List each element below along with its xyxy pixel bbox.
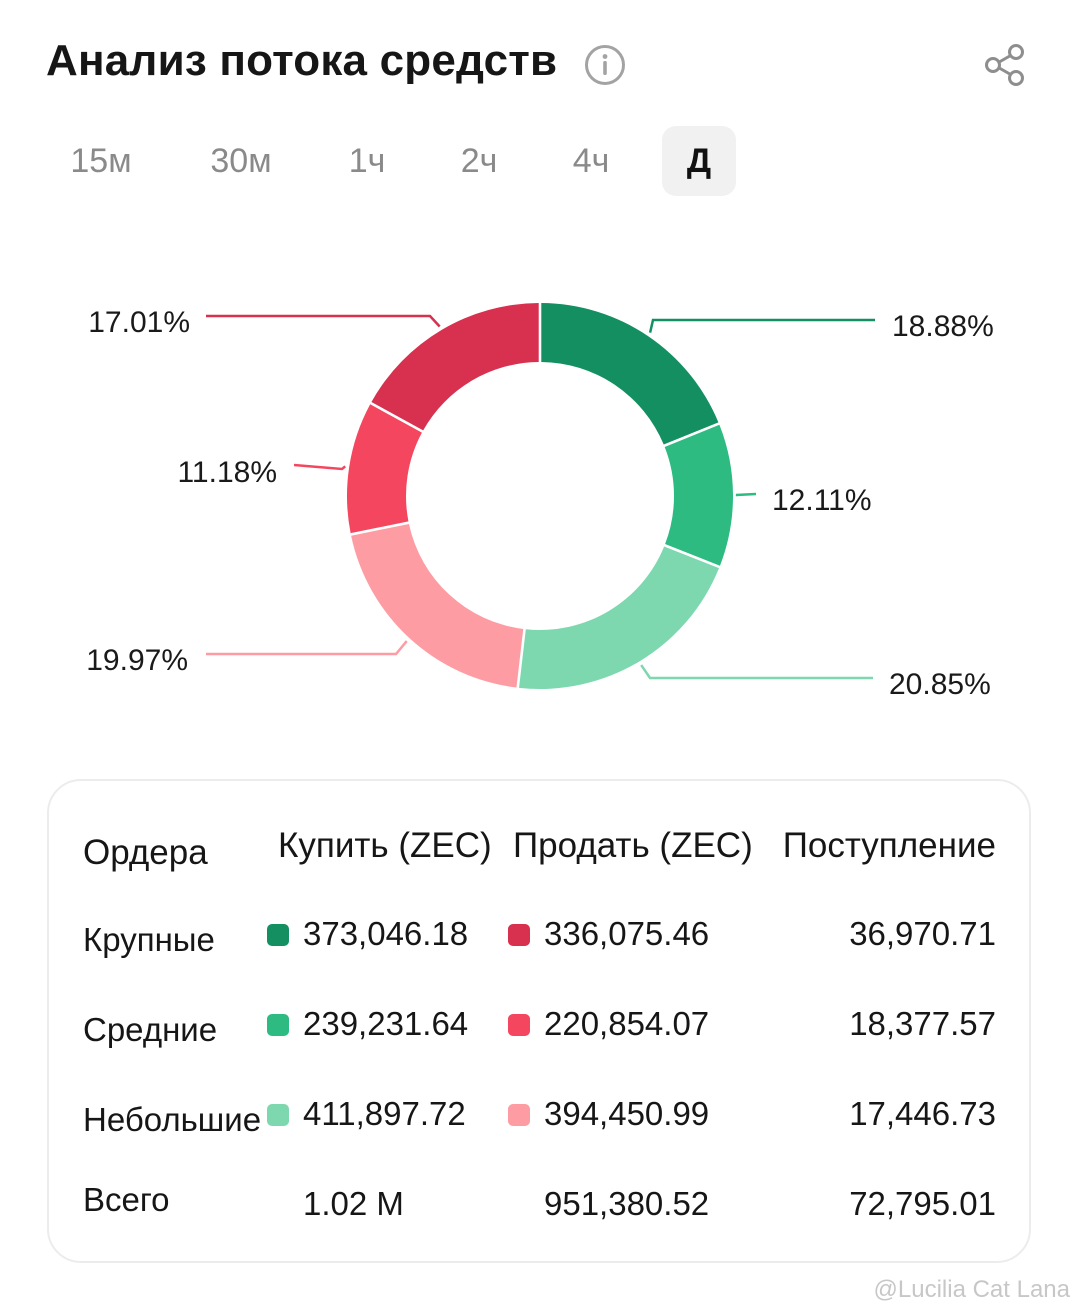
- donut-svg: 18.88% 12.11% 20.85% 19.97% 11.18% 17.01%: [86, 303, 994, 701]
- buy-value-medium: 239,231.64: [303, 1005, 469, 1042]
- inflow-value-medium: 18,377.57: [849, 1005, 996, 1042]
- buy-value-small: 411,897.72: [303, 1095, 466, 1132]
- leader-line-small-sell: [206, 640, 408, 656]
- pct-label-large-sell: 17.01%: [88, 306, 190, 339]
- leader-line-medium-buy: [735, 492, 757, 497]
- pct-label-small-sell: 19.97%: [86, 644, 188, 677]
- sell-value-large: 336,075.46: [544, 915, 710, 952]
- legend-dot-sell-small: [508, 1104, 530, 1126]
- col-header-buy: Купить (ZEC): [278, 826, 492, 865]
- leader-line-medium-sell: [293, 463, 347, 471]
- timeframe-tabs: 15м 30м 1ч 2ч 4ч Д: [46, 126, 766, 196]
- pct-label-medium-sell: 11.18%: [177, 456, 277, 489]
- row-label-medium: Средние: [83, 1011, 218, 1048]
- pct-label-large-buy: 18.88%: [892, 310, 994, 343]
- leader-line-small-buy: [640, 664, 873, 680]
- legend-dot-buy-large: [267, 924, 289, 946]
- donut-slice-large-sell[interactable]: [371, 303, 539, 431]
- flow-donut-chart: 18.88% 12.11% 20.85% 19.97% 11.18% 17.01%: [0, 240, 1080, 760]
- col-header-inflow: Поступление: [782, 826, 996, 865]
- donut-slice-small-buy[interactable]: [519, 546, 720, 689]
- tab-15m[interactable]: 15м: [70, 142, 132, 180]
- share-icon[interactable]: [982, 42, 1028, 88]
- donut-slice-large-buy[interactable]: [541, 303, 719, 445]
- donut-slice-medium-sell[interactable]: [347, 404, 422, 534]
- pct-label-medium-buy: 12.11%: [772, 484, 872, 517]
- row-label-small: Небольшие: [83, 1101, 262, 1138]
- sell-value-medium: 220,854.07: [544, 1005, 710, 1042]
- tab-30m[interactable]: 30м: [210, 142, 272, 180]
- info-icon[interactable]: [584, 44, 626, 86]
- tab-day[interactable]: Д: [662, 126, 736, 196]
- tab-1h[interactable]: 1ч: [348, 142, 386, 180]
- donut-slice-small-sell[interactable]: [351, 523, 524, 688]
- row-label-large: Крупные: [83, 921, 215, 958]
- leader-line-large-buy: [648, 318, 875, 333]
- watermark: @Lucilia Cat Lana: [873, 1276, 1070, 1303]
- legend-dot-buy-small: [267, 1104, 289, 1126]
- tab-2h[interactable]: 2ч: [460, 142, 498, 180]
- legend-dot-sell-medium: [508, 1014, 530, 1036]
- col-header-orders: Ордера: [83, 833, 208, 872]
- orders-table: Ордера Купить (ZEC) Продать (ZEC) Поступ…: [47, 779, 1031, 1263]
- leader-line-large-sell: [206, 314, 441, 328]
- pct-label-small-buy: 20.85%: [889, 668, 991, 701]
- legend-dot-buy-medium: [267, 1014, 289, 1036]
- buy-value-large: 373,046.18: [303, 915, 469, 952]
- buy-value-total: 1.02 M: [303, 1185, 404, 1222]
- inflow-value-large: 36,970.71: [849, 915, 996, 952]
- legend-dot-sell-large: [508, 924, 530, 946]
- sell-value-small: 394,450.99: [544, 1095, 710, 1132]
- col-header-sell: Продать (ZEC): [513, 826, 753, 865]
- row-label-total: Всего: [83, 1181, 170, 1218]
- inflow-value-small: 17,446.73: [849, 1095, 996, 1132]
- inflow-value-total: 72,795.01: [849, 1185, 996, 1222]
- sell-value-total: 951,380.52: [544, 1185, 710, 1222]
- page-title: Анализ потока средств: [46, 36, 558, 85]
- donut-slice-medium-buy[interactable]: [664, 424, 733, 566]
- tab-4h[interactable]: 4ч: [572, 142, 610, 180]
